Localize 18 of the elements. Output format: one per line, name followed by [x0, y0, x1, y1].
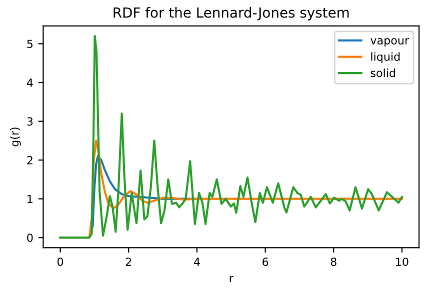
x-tick-label: 6: [262, 258, 268, 266]
legend-label: vapour: [370, 38, 410, 47]
y-tick-label: 0: [27, 234, 33, 242]
x-tick-label: 2: [126, 258, 132, 266]
legend-label: solid: [370, 68, 395, 78]
y-axis-title: g(r): [10, 128, 21, 146]
legend-label: liquid: [371, 52, 400, 63]
y-tick-label: 2: [27, 156, 32, 164]
x-tick-label: 0: [57, 258, 64, 266]
y-tick-label: 4: [26, 78, 33, 87]
x-axis-title: r: [230, 276, 234, 282]
y-tick-label: 1: [28, 194, 32, 204]
x-tick-label: 8: [330, 258, 336, 266]
chart-title: RDF for the Lennard-Jones system: [114, 7, 349, 20]
y-tick-label: 3: [27, 117, 33, 126]
x-tick-label: 10: [396, 258, 408, 266]
x-tick-label: 4: [194, 258, 200, 266]
y-tick-label: 5: [27, 40, 33, 48]
